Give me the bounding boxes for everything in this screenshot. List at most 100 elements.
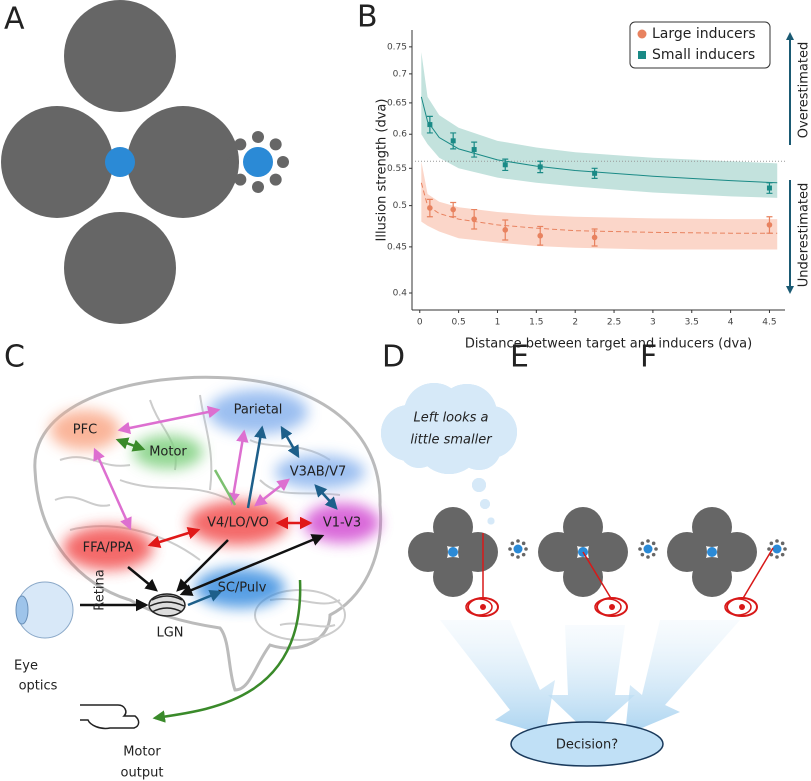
inducer xyxy=(458,532,498,572)
small-inducer xyxy=(508,547,512,551)
inducer xyxy=(64,212,176,324)
x-tick-label: 4 xyxy=(728,318,734,328)
small-inducer xyxy=(769,541,774,546)
small-inducer xyxy=(269,173,282,186)
eye-icon xyxy=(724,598,752,616)
x-tick-label: 0 xyxy=(417,318,423,328)
eye-label: Eye xyxy=(14,659,38,674)
x-tick-label: 2.5 xyxy=(607,318,621,328)
connections xyxy=(80,405,338,723)
legend-label: Small inducers xyxy=(652,47,755,63)
arrow xyxy=(117,405,221,435)
pupil xyxy=(480,604,486,610)
small-inducer xyxy=(227,156,239,168)
small-inducer xyxy=(775,539,779,543)
small-inducer xyxy=(524,547,528,551)
region-label: SC/Pulv xyxy=(218,581,267,596)
big-arrow xyxy=(440,620,555,735)
target xyxy=(772,544,782,554)
fit-line xyxy=(420,96,778,184)
region-label: V1-V3 xyxy=(323,516,361,531)
small-inducer xyxy=(646,539,650,543)
small-inducer xyxy=(640,552,645,557)
panel-letter: B xyxy=(357,0,378,35)
y-tick-label: 0.75 xyxy=(387,42,407,52)
region-label: V3AB/V7 xyxy=(290,465,347,480)
point xyxy=(471,147,477,153)
blob xyxy=(304,503,380,543)
big-arrow xyxy=(548,625,635,735)
legend-box xyxy=(629,21,771,69)
confidence-band xyxy=(421,52,778,198)
fit-line xyxy=(420,182,778,234)
thought-bubble xyxy=(487,517,495,525)
x-tick-label: 1.5 xyxy=(529,318,543,328)
inducer xyxy=(433,557,473,597)
eye-icon xyxy=(465,598,493,616)
target xyxy=(448,547,458,557)
retina-label: Retina xyxy=(93,569,108,610)
small-inducer xyxy=(651,541,656,546)
small-inducer xyxy=(269,138,282,151)
x-tick-label: 0.5 xyxy=(451,318,465,328)
small-inducer xyxy=(252,131,264,143)
small-inducer xyxy=(521,552,526,557)
inducer xyxy=(588,532,628,572)
annotation: Overestimated xyxy=(797,42,811,138)
legend-swatch xyxy=(637,29,647,39)
cloud-puff xyxy=(457,426,501,470)
y-tick-label: 0.45 xyxy=(387,242,407,252)
inducer xyxy=(127,106,239,218)
arrow xyxy=(127,566,158,592)
small-inducer xyxy=(510,552,515,557)
inducer xyxy=(692,507,732,547)
point xyxy=(450,206,456,213)
small-inducer xyxy=(646,555,650,559)
small-inducer xyxy=(277,156,289,168)
small-inducer xyxy=(234,138,247,151)
thought-text: Left looks a xyxy=(414,411,489,426)
arrow xyxy=(176,539,229,592)
small-inducer xyxy=(651,552,656,557)
small-inducer xyxy=(783,547,787,551)
x-tick-label: 1 xyxy=(495,318,501,328)
x-tick-label: 4.5 xyxy=(762,318,776,328)
arrow xyxy=(152,579,302,723)
arrow xyxy=(93,447,132,531)
small-inducer xyxy=(780,541,785,546)
point xyxy=(502,162,508,168)
region-label: V4/LO/VO xyxy=(207,516,269,531)
panel-letter: E xyxy=(510,340,529,375)
target xyxy=(513,544,523,554)
decision-arrows xyxy=(440,620,740,735)
cloud-puff xyxy=(399,428,439,468)
arrow xyxy=(314,484,338,510)
blob xyxy=(208,390,308,434)
arrow xyxy=(246,425,267,509)
small-inducer xyxy=(521,541,526,546)
panel-letter: F xyxy=(640,340,657,375)
region-label: Motor xyxy=(149,445,187,460)
confidence-band xyxy=(421,161,778,250)
thought-bubble xyxy=(480,499,490,509)
small-inducer xyxy=(234,173,247,186)
inducer xyxy=(408,532,448,572)
inducer xyxy=(64,0,176,112)
blob xyxy=(63,526,153,570)
inducer xyxy=(563,507,603,547)
small-inducer xyxy=(767,547,771,551)
small-inducer xyxy=(640,541,645,546)
x-tick-label: 2 xyxy=(572,318,578,328)
big-arrow xyxy=(625,620,740,735)
x-tick-label: 3.5 xyxy=(685,318,699,328)
panel-letter: D xyxy=(382,340,405,375)
region-labels: PFC Motor Parietal V3AB/V7 FFA/PPA V4/LO/VO V1… xyxy=(14,403,361,781)
panel-letter: A xyxy=(4,2,25,37)
annotation: Underestimated xyxy=(797,183,811,288)
decision-ellipse xyxy=(510,721,664,767)
inducer xyxy=(538,532,578,572)
arrow xyxy=(147,527,201,548)
legend-swatch xyxy=(638,51,646,59)
thought-text: little smaller xyxy=(410,433,493,448)
thought-cloud xyxy=(381,383,517,474)
